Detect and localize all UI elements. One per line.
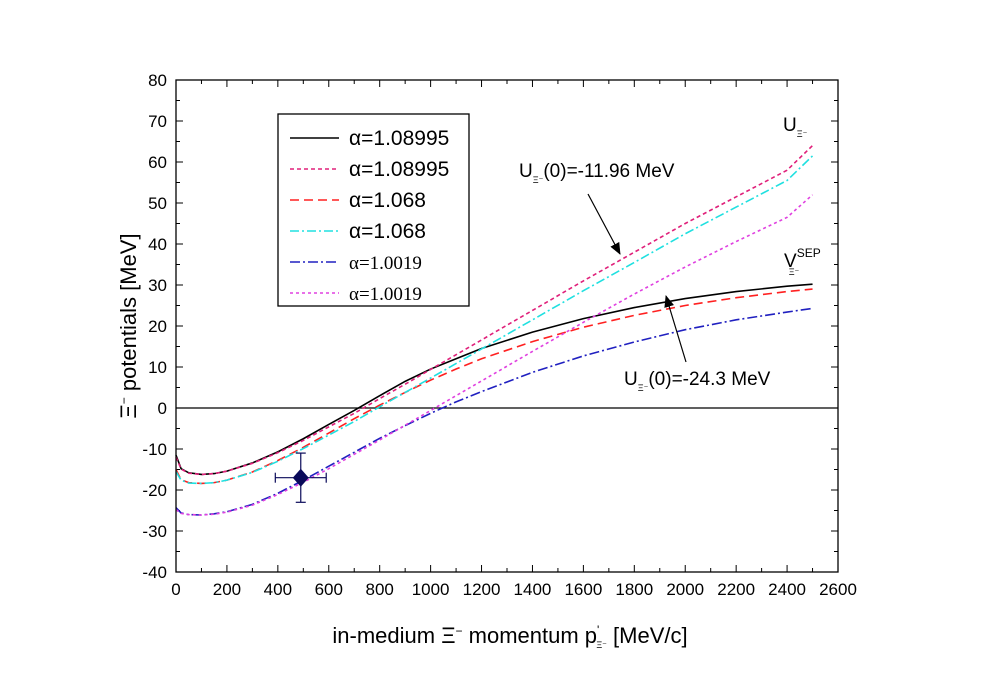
x-tick-label: 0 (171, 580, 180, 599)
legend-label: α=1.068 (349, 189, 426, 212)
x-tick-label: 800 (366, 580, 394, 599)
u0-annotation-upper: UΞ⁻(0)=-11.96 MeV (519, 161, 675, 185)
x-tick-label: 400 (264, 580, 292, 599)
x-tick-label: 1000 (412, 580, 450, 599)
x-tick-label: 200 (213, 580, 241, 599)
legend-label: α=1.08995 (349, 127, 449, 150)
series-layer (175, 145, 814, 516)
series-line-1 (175, 145, 814, 476)
series-line-4 (175, 307, 813, 516)
y-tick-label: 20 (148, 317, 167, 336)
x-tick-label: 600 (315, 580, 343, 599)
x-tick-label: 1200 (463, 580, 501, 599)
y-tick-label: -20 (142, 481, 167, 500)
x-tick-label: 1800 (615, 580, 653, 599)
y-tick-label: 10 (148, 358, 167, 377)
y-tick-label: 60 (148, 153, 167, 172)
x-axis-title: in-medium Ξ− momentum p' Ξ⁻ [MeV/c] (332, 623, 687, 650)
plot-frame (175, 79, 839, 573)
y-tick-label: 80 (148, 71, 167, 90)
x-tick-label: 2000 (666, 580, 704, 599)
y-tick-label: -30 (142, 522, 167, 541)
x-tick-label: 2600 (819, 580, 857, 599)
series-line-2 (175, 288, 813, 485)
y-tick-label: 40 (148, 235, 167, 254)
u-curve-label: UΞ⁻ (783, 115, 808, 139)
data-point-layer (274, 452, 327, 503)
x-tick-label: 2400 (768, 580, 806, 599)
y-tick-label: 50 (148, 194, 167, 213)
legend-label: α=1.0019 (349, 284, 422, 305)
x-tick-label: 1600 (564, 580, 602, 599)
data-point-marker (292, 468, 309, 487)
u0-arrow-lower (664, 295, 687, 363)
y-tick-label: 0 (158, 399, 167, 418)
u0-annotation-lower: UΞ⁻(0)=-24.3 MeV (624, 369, 771, 393)
x-tick-label: 1400 (514, 580, 552, 599)
axes-layer: 0 200 400 600 800 1000 1200 1400 1600 1800 2000 220… (142, 71, 856, 599)
legend: α=1.08995 α=1.08995 α=1.068 α=1.068 α=1.0019… (277, 113, 470, 307)
legend-label: α=1.08995 (349, 158, 449, 181)
legend-box (277, 113, 470, 307)
y-tick-label: -40 (142, 563, 167, 582)
y-axis-title: Ξ− potentials [MeV] (116, 233, 141, 418)
y-tick-label: -10 (142, 440, 167, 459)
series-line-5 (175, 194, 814, 516)
legend-label: α=1.068 (349, 220, 426, 243)
y-tick-label: 70 (148, 112, 167, 131)
v-sep-curve-label: VSEP Ξ⁻ (784, 246, 821, 277)
series-line-3 (175, 155, 814, 485)
x-tick-label: 2200 (717, 580, 755, 599)
legend-label: α=1.0019 (349, 253, 422, 274)
y-tick-label: 30 (148, 276, 167, 295)
u0-arrow-upper (587, 193, 621, 255)
